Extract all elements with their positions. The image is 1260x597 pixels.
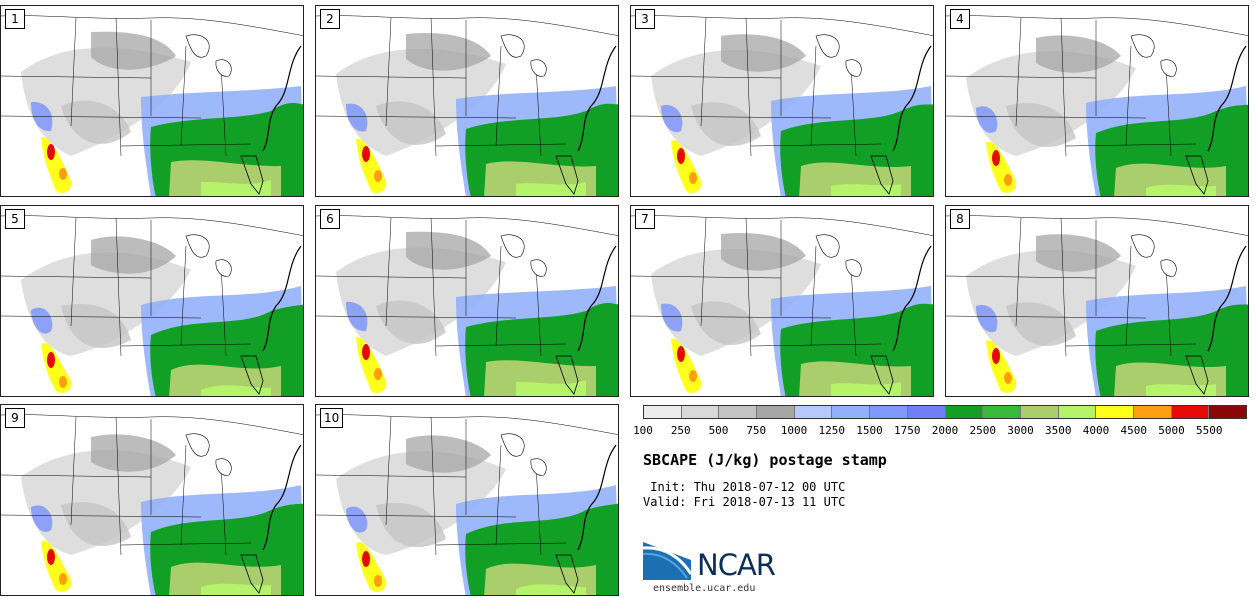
member-panel-5[interactable]: 5 bbox=[0, 205, 304, 397]
member-panel-2[interactable]: 2 bbox=[315, 5, 619, 197]
member-label: 7 bbox=[635, 209, 655, 229]
colorbar-box bbox=[870, 406, 908, 418]
member-panel-1[interactable]: 1 bbox=[0, 5, 304, 197]
member-label: 10 bbox=[320, 408, 343, 428]
colorbar-label: 3500 bbox=[1045, 424, 1072, 437]
colorbar-box bbox=[1172, 406, 1210, 418]
colorbar-box bbox=[908, 406, 946, 418]
colorbar-box bbox=[832, 406, 870, 418]
member-panel-4[interactable]: 4 bbox=[945, 5, 1249, 197]
cape-map bbox=[1, 206, 304, 397]
colorbar-box bbox=[795, 406, 833, 418]
colorbar-box bbox=[644, 406, 682, 418]
colorbar-label: 750 bbox=[746, 424, 766, 437]
colorbar-box bbox=[719, 406, 757, 418]
member-panel-3[interactable]: 3 bbox=[630, 5, 934, 197]
member-label: 4 bbox=[950, 9, 970, 29]
site-url[interactable]: ensemble.ucar.edu bbox=[653, 583, 755, 594]
member-label: 5 bbox=[5, 209, 25, 229]
ncar-wordmark: NCAR bbox=[697, 548, 775, 582]
member-label: 8 bbox=[950, 209, 970, 229]
colorbar-label: 250 bbox=[671, 424, 691, 437]
colorbar-label: 5000 bbox=[1158, 424, 1185, 437]
member-panel-10[interactable]: 10 bbox=[315, 404, 619, 596]
colorbar-label: 1250 bbox=[819, 424, 846, 437]
colorbar-label: 1000 bbox=[781, 424, 808, 437]
cape-map bbox=[631, 206, 934, 397]
member-panel-6[interactable]: 6 bbox=[315, 205, 619, 397]
colorbar-label: 2000 bbox=[932, 424, 959, 437]
cape-map bbox=[946, 206, 1249, 397]
colorbar-box bbox=[1096, 406, 1134, 418]
colorbar-box bbox=[983, 406, 1021, 418]
member-label: 3 bbox=[635, 9, 655, 29]
member-panel-9[interactable]: 9 bbox=[0, 404, 304, 596]
member-label: 1 bbox=[5, 9, 25, 29]
colorbar-box bbox=[757, 406, 795, 418]
colorbar-label: 1750 bbox=[894, 424, 921, 437]
member-panel-7[interactable]: 7 bbox=[630, 205, 934, 397]
plot-title: SBCAPE (J/kg) postage stamp bbox=[643, 451, 887, 469]
valid-time: Valid: Fri 2018-07-13 11 UTC bbox=[643, 495, 845, 509]
cape-map bbox=[1, 6, 304, 197]
colorbar-box bbox=[1209, 406, 1246, 418]
member-panel-8[interactable]: 8 bbox=[945, 205, 1249, 397]
member-label: 6 bbox=[320, 209, 340, 229]
cape-map bbox=[946, 6, 1249, 197]
colorbar-box bbox=[1021, 406, 1059, 418]
colorbar bbox=[643, 405, 1247, 419]
colorbar-labels: 100 250 500 750 1000 1250 1500 1750 2000… bbox=[643, 424, 1260, 438]
colorbar-label: 4500 bbox=[1121, 424, 1148, 437]
cape-map bbox=[631, 6, 934, 197]
colorbar-label: 2500 bbox=[970, 424, 997, 437]
cape-map bbox=[316, 405, 619, 596]
cape-map bbox=[316, 206, 619, 397]
colorbar-box bbox=[682, 406, 720, 418]
colorbar-label: 5500 bbox=[1196, 424, 1223, 437]
member-label: 9 bbox=[5, 408, 25, 428]
cape-map bbox=[1, 405, 304, 596]
colorbar-label: 1500 bbox=[856, 424, 883, 437]
colorbar-box bbox=[946, 406, 984, 418]
colorbar-box bbox=[1134, 406, 1172, 418]
colorbar-label: 3000 bbox=[1007, 424, 1034, 437]
init-time: Init: Thu 2018-07-12 00 UTC bbox=[643, 480, 845, 494]
colorbar-label: 100 bbox=[633, 424, 653, 437]
colorbar-box bbox=[1059, 406, 1097, 418]
colorbar-label: 4000 bbox=[1083, 424, 1110, 437]
colorbar-label: 500 bbox=[709, 424, 729, 437]
cape-map bbox=[316, 6, 619, 197]
member-label: 2 bbox=[320, 9, 340, 29]
